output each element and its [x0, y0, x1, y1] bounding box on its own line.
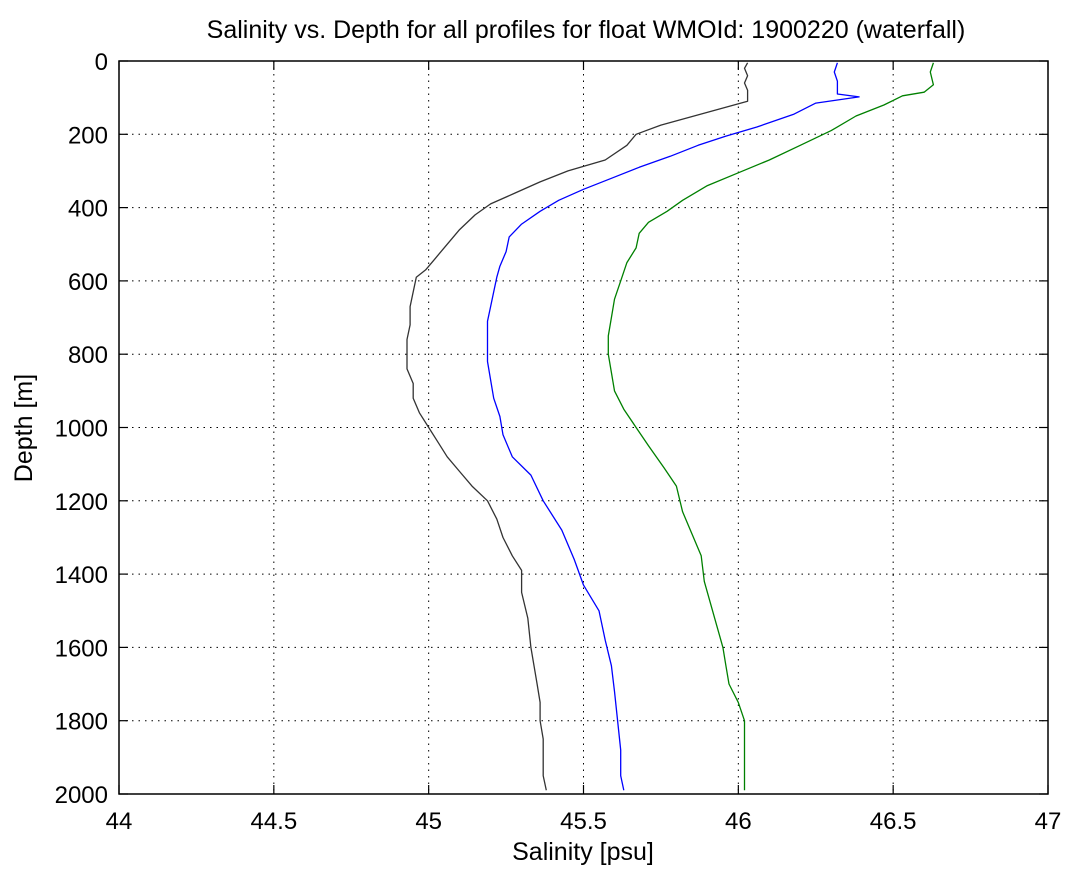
chart-title: Salinity vs. Depth for all profiles for … — [207, 16, 966, 44]
x-tick-label: 44 — [106, 808, 133, 835]
y-tick-label: 400 — [68, 196, 108, 223]
salinity-profile-line-2 — [486, 62, 860, 791]
y-tick-label: 1400 — [55, 562, 108, 589]
y-tick-label: 1200 — [55, 489, 108, 516]
y-tick-label: 1600 — [55, 635, 108, 662]
y-tick-label: 1000 — [55, 416, 108, 443]
y-tick-label: 600 — [68, 269, 108, 296]
x-tick-label: 45.5 — [560, 808, 607, 835]
series-layer — [406, 62, 935, 791]
y-tick-label: 800 — [68, 342, 108, 369]
salinity-profile-line-3 — [607, 62, 935, 791]
x-tick-label: 47 — [1035, 808, 1062, 835]
x-tick-label: 46 — [725, 808, 752, 835]
x-tick-label: 46.5 — [870, 808, 917, 835]
salinity-profile-line-1 — [406, 62, 749, 791]
y-tick-label: 1800 — [55, 709, 108, 736]
plot-frame — [118, 60, 1049, 795]
x-axis-label: Salinity [psu] — [512, 838, 654, 866]
x-tick-label: 44.5 — [250, 808, 297, 835]
grid-lines — [119, 61, 1048, 794]
y-tick-label: 200 — [68, 122, 108, 149]
x-tick-label: 45 — [415, 808, 442, 835]
y-tick-label: 2000 — [55, 782, 108, 809]
axis-ticks — [118, 60, 1049, 795]
x-tick-labels: 44 44.5 45 45.5 46 46.5 47 — [106, 808, 1062, 835]
y-axis-label: Depth [m] — [10, 374, 38, 482]
y-tick-label: 0 — [95, 49, 108, 76]
y-tick-labels: 0 200 400 600 800 1000 1200 1400 1600 1800 2000 — [55, 49, 108, 809]
